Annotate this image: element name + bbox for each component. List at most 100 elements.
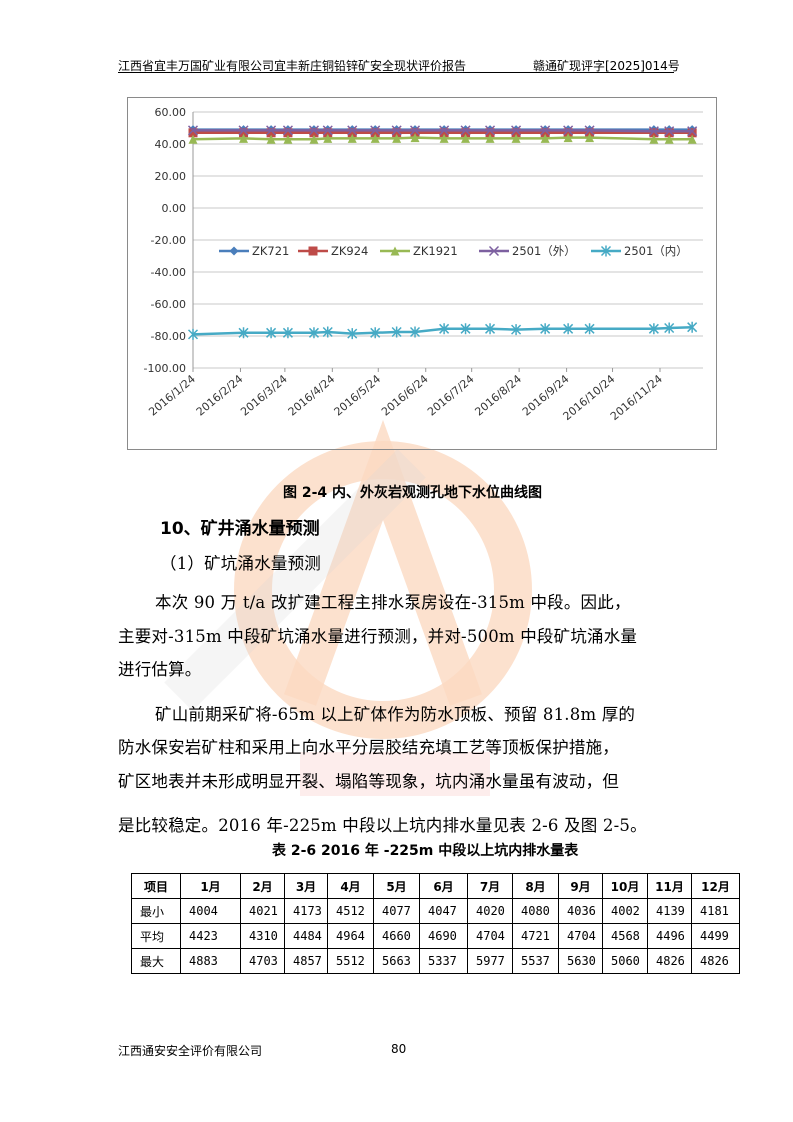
data-point bbox=[370, 125, 381, 136]
data-point bbox=[188, 128, 198, 138]
data-point bbox=[664, 126, 675, 137]
row-label: 平均 bbox=[131, 923, 181, 949]
chart-svg: 60.00 40.00 20.00 0.00 -20.00 -40.00 -60.00 -80… bbox=[144, 106, 703, 423]
data-point bbox=[370, 327, 381, 339]
table-cell: 4004 bbox=[180, 898, 241, 924]
data-point bbox=[410, 133, 420, 143]
data-point bbox=[266, 134, 276, 144]
data-point bbox=[322, 326, 333, 338]
data-point bbox=[461, 128, 471, 138]
legend-marker bbox=[308, 246, 318, 256]
data-point bbox=[239, 128, 249, 138]
data-point bbox=[282, 125, 293, 136]
data-point bbox=[563, 125, 574, 136]
data-point bbox=[511, 128, 521, 138]
watermark-a-shape bbox=[284, 419, 482, 706]
table-cell: 4423 bbox=[180, 923, 241, 949]
data-point bbox=[687, 134, 697, 144]
table-cell: 4857 bbox=[284, 948, 328, 974]
data-point bbox=[409, 326, 421, 338]
drainage-table: 项目 1月 2月 3月 4月 5月 6月 7月 8月 9月 10月 11月 12月 最小 4004 4021… bbox=[131, 873, 740, 974]
data-point bbox=[370, 128, 380, 138]
column-header: 8月 bbox=[512, 873, 559, 899]
table-cell: 4077 bbox=[373, 898, 420, 924]
column-header: 5月 bbox=[373, 873, 420, 899]
data-point bbox=[687, 126, 698, 137]
row-label: 最大 bbox=[131, 948, 181, 974]
data-point bbox=[485, 128, 495, 138]
section-heading: 10、矿井涌水量预测 bbox=[160, 519, 320, 539]
data-point bbox=[439, 125, 450, 136]
y-tick-label: -60.00 bbox=[151, 298, 186, 311]
table-cell: 4310 bbox=[240, 923, 285, 949]
data-point bbox=[563, 128, 573, 138]
table-cell: 4568 bbox=[602, 923, 648, 949]
data-point bbox=[266, 125, 277, 136]
table-cell: 5663 bbox=[373, 948, 420, 974]
table-cell: 4020 bbox=[467, 898, 513, 924]
data-point bbox=[461, 133, 471, 143]
data-point bbox=[585, 133, 595, 143]
table-cell: 4826 bbox=[691, 948, 740, 974]
data-point bbox=[347, 125, 358, 136]
legend-marker bbox=[390, 246, 400, 256]
groundwater-level-chart: 60.00 40.00 20.00 0.00 -20.00 -40.00 -60.00 -80… bbox=[127, 97, 717, 450]
paragraph-line: 进行估算。 bbox=[118, 660, 202, 679]
table-cell: 4484 bbox=[284, 923, 328, 949]
x-tick-label: 2016/6/24 bbox=[379, 372, 431, 418]
table-cell: 4704 bbox=[467, 923, 513, 949]
data-point bbox=[439, 323, 450, 335]
column-header: 9月 bbox=[558, 873, 603, 899]
data-point bbox=[511, 133, 521, 143]
data-point bbox=[649, 134, 659, 144]
data-point bbox=[687, 321, 698, 333]
legend-label: 2501（内） bbox=[624, 244, 688, 258]
data-point bbox=[563, 133, 573, 143]
column-header: 项目 bbox=[131, 873, 181, 899]
x-tick-label: 2016/5/24 bbox=[332, 372, 384, 418]
data-point bbox=[391, 326, 402, 338]
paragraph-line: 矿区地表并未形成明显开裂、塌陷等现象，坑内涌水量虽有波动，但 bbox=[118, 772, 619, 791]
data-point bbox=[323, 128, 333, 138]
data-point bbox=[511, 324, 522, 336]
x-tick-label: 2016/3/24 bbox=[238, 372, 290, 418]
data-point bbox=[347, 128, 357, 138]
y-tick-label: -80.00 bbox=[151, 330, 186, 343]
data-point bbox=[439, 133, 449, 143]
legend-marker bbox=[229, 246, 239, 256]
data-point bbox=[585, 128, 595, 138]
data-point bbox=[187, 125, 199, 136]
footer-company: 江西通安安全评价有限公司 bbox=[118, 1044, 263, 1058]
data-point bbox=[409, 125, 421, 136]
paragraph-line: 主要对-315m 中段矿坑涌水量进行预测，并对-500m 中段矿坑涌水量 bbox=[118, 627, 638, 646]
table-row: 最大 4883 4703 4857 5512 5663 5337 5977 5537 5630 50… bbox=[131, 948, 740, 974]
data-point bbox=[460, 125, 471, 136]
table-header-row: 项目 1月 2月 3月 4月 5月 6月 7月 8月 9月 10月 11月 12月 bbox=[131, 873, 740, 899]
data-point bbox=[308, 125, 319, 136]
legend-marker bbox=[488, 245, 500, 257]
table-cell: 5060 bbox=[602, 948, 648, 974]
header-divider bbox=[118, 72, 674, 73]
table-cell: 4660 bbox=[373, 923, 420, 949]
y-tick-label: -100.00 bbox=[144, 362, 186, 375]
data-point bbox=[649, 128, 659, 138]
table-cell: 4181 bbox=[691, 898, 740, 924]
table-cell: 4703 bbox=[240, 948, 285, 974]
data-point bbox=[238, 125, 249, 136]
data-point bbox=[392, 133, 402, 143]
column-header: 12月 bbox=[691, 873, 740, 899]
data-point bbox=[664, 322, 675, 334]
table-cell: 4721 bbox=[512, 923, 559, 949]
data-point bbox=[238, 327, 249, 339]
data-point bbox=[664, 134, 674, 144]
header-report-number: 赣通矿现评字[2025]014号 bbox=[533, 59, 680, 73]
column-header: 11月 bbox=[647, 873, 692, 899]
table-cell: 4690 bbox=[419, 923, 468, 949]
legend-label: ZK924 bbox=[331, 244, 368, 258]
data-point bbox=[664, 128, 674, 138]
data-point bbox=[460, 323, 471, 335]
data-point bbox=[648, 323, 659, 335]
data-point bbox=[392, 128, 402, 138]
data-point bbox=[391, 125, 402, 136]
data-point bbox=[563, 323, 574, 335]
